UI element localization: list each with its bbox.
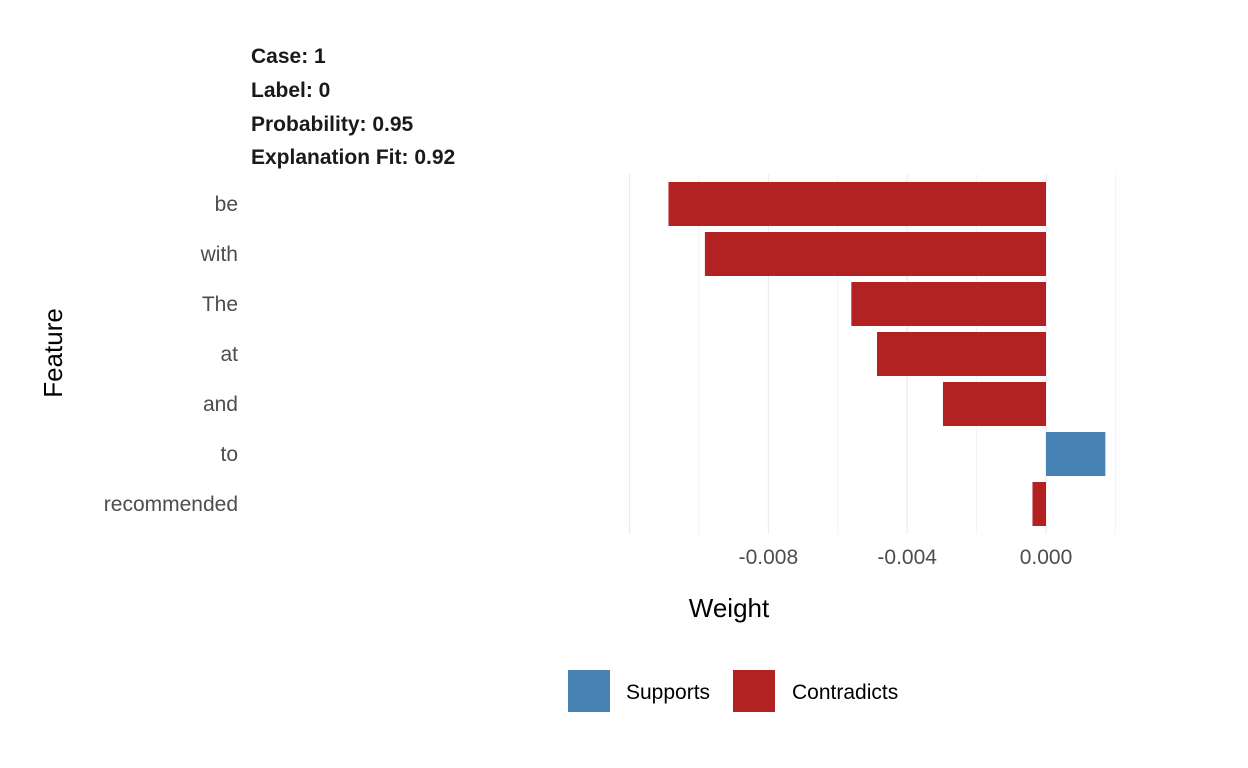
probability-label: Probability: 0.95	[251, 113, 414, 136]
label-label: Label: 0	[251, 79, 331, 102]
y-tick-label-The: The	[202, 293, 238, 316]
legend-key-contradicts	[733, 670, 775, 712]
legend-label-contradicts: Contradicts	[792, 681, 898, 704]
bar-and	[942, 382, 1046, 426]
bar-with	[704, 232, 1046, 276]
legend-key-supports	[568, 670, 610, 712]
bar-at	[877, 332, 1046, 376]
y-tick-label-to: to	[220, 443, 238, 466]
explanation-fit-label: Explanation Fit: 0.92	[251, 146, 456, 169]
y-tick-label-at: at	[220, 343, 238, 366]
y-tick-label-and: and	[203, 393, 238, 416]
x-tick-label: -0.008	[739, 546, 799, 569]
case-label: Case: 1	[251, 45, 326, 68]
x-tick-label: -0.004	[877, 546, 937, 569]
y-tick-label-with: with	[200, 243, 238, 266]
y-tick-label-recommended: recommended	[104, 493, 238, 516]
x-tick-label: 0.000	[1020, 546, 1073, 569]
y-axis-title: Feature	[38, 308, 68, 398]
x-axis-title: Weight	[689, 593, 770, 623]
bar-The	[851, 282, 1046, 326]
legend: Supports Contradicts	[568, 670, 898, 712]
bar-to	[1046, 432, 1106, 476]
bar-recommended	[1032, 482, 1046, 526]
legend-label-supports: Supports	[626, 681, 710, 704]
bar-be	[668, 182, 1046, 226]
y-tick-label-be: be	[215, 193, 238, 216]
